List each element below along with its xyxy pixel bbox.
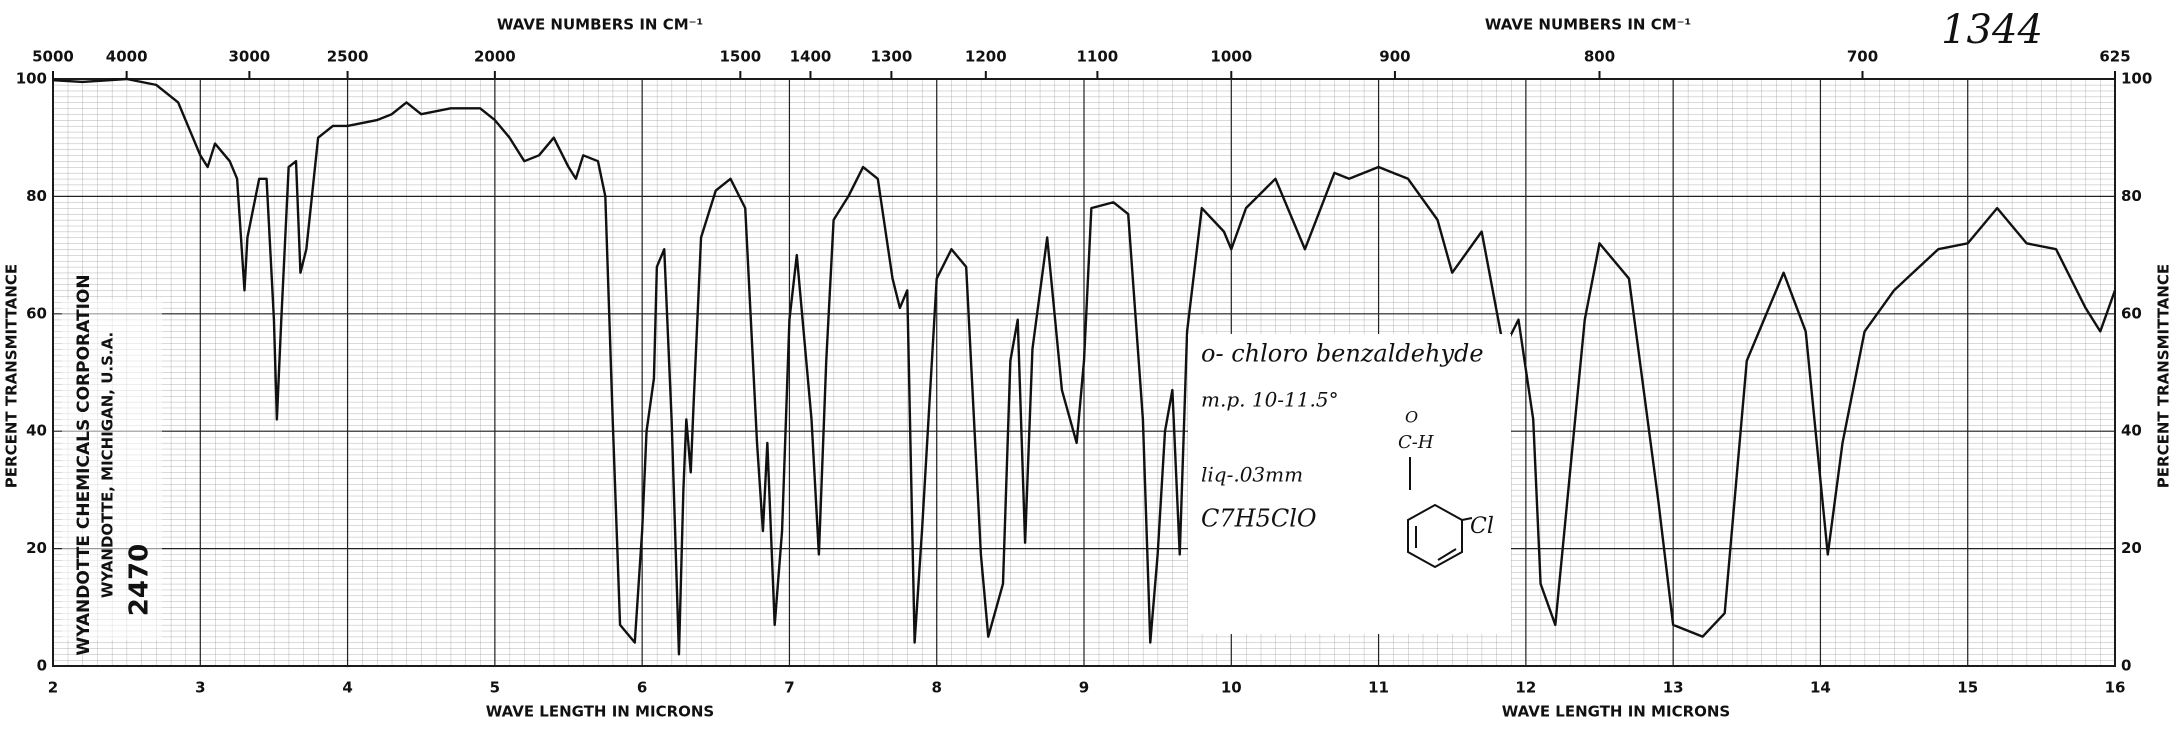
x-tick-label: 16 xyxy=(2105,679,2126,697)
x-tick-label: 3 xyxy=(195,679,205,697)
y2-tick-label: 100 xyxy=(2121,70,2152,88)
spectrum-line xyxy=(52,77,2117,656)
x2-tick-label: 1400 xyxy=(790,48,832,66)
benzene-ring xyxy=(1407,457,1473,569)
company-name: WYANDOTTE CHEMICALS CORPORATION xyxy=(74,274,94,655)
y2-tick-label: 20 xyxy=(2121,539,2142,557)
x2-tick-label: 700 xyxy=(1847,48,1878,66)
x-axis-title: WAVE LENGTH IN MICRONS xyxy=(1502,703,1731,721)
x2-axis-title: WAVE NUMBERS IN CM⁻¹ xyxy=(497,16,703,34)
x-tick-label: 13 xyxy=(1663,679,1684,697)
x2-tick-label: 2000 xyxy=(474,48,516,66)
y2-tick-label: 80 xyxy=(2121,187,2142,205)
note-background xyxy=(1188,334,1511,634)
y-tick-label: 40 xyxy=(26,422,47,440)
x-tick-label: 15 xyxy=(1957,679,1978,697)
x2-tick-label: 800 xyxy=(1584,48,1615,66)
x2-tick-label: 1200 xyxy=(965,48,1007,66)
x2-tick-label: 1000 xyxy=(1210,48,1252,66)
x2-tick-label: 1100 xyxy=(1077,48,1119,66)
stamp-background xyxy=(62,300,162,640)
y-tick-label: 60 xyxy=(26,304,47,322)
structure-chlorine: Cl xyxy=(1470,514,1494,539)
x2-tick-label: 1500 xyxy=(719,48,761,66)
x-tick-label: 2 xyxy=(48,679,58,697)
x-axis-title: WAVE LENGTH IN MICRONS xyxy=(486,703,715,721)
x2-tick-label: 900 xyxy=(1379,48,1410,66)
y-axis-title: PERCENT TRANSMITTANCE xyxy=(3,264,21,488)
company-address: WYANDOTTE, MICHIGAN, U.S.A. xyxy=(99,332,117,598)
y2-tick-label: 60 xyxy=(2121,304,2142,322)
x-tick-label: 10 xyxy=(1221,679,1242,697)
x2-tick-label: 5000 xyxy=(32,48,74,66)
x-tick-label: 9 xyxy=(1079,679,1089,697)
x-tick-label: 4 xyxy=(342,679,352,697)
x-tick-label: 5 xyxy=(490,679,500,697)
y2-tick-label: 0 xyxy=(2121,657,2131,675)
x-tick-label: 6 xyxy=(637,679,647,697)
x-tick-label: 12 xyxy=(1515,679,1536,697)
y-tick-label: 0 xyxy=(37,657,47,675)
y2-axis-title: PERCENT TRANSMITTANCE xyxy=(2155,264,2173,488)
x2-tick-label: 3000 xyxy=(229,48,271,66)
x-tick-label: 8 xyxy=(931,679,941,697)
chart-number: 1344 xyxy=(1941,7,2043,53)
cell-thickness: liq-.03mm xyxy=(1201,463,1303,487)
x-tick-label: 7 xyxy=(784,679,794,697)
x2-tick-label: 2500 xyxy=(327,48,369,66)
x-tick-label: 11 xyxy=(1368,679,1389,697)
y-tick-label: 80 xyxy=(26,187,47,205)
x2-tick-label: 4000 xyxy=(106,48,148,66)
x2-tick-label: 625 xyxy=(2099,48,2130,66)
sample-name: o- chloro benzaldehyde xyxy=(1201,340,1484,368)
x-tick-label: 14 xyxy=(1810,679,1831,697)
x2-tick-label: 1300 xyxy=(871,48,913,66)
x2-axis-title: WAVE NUMBERS IN CM⁻¹ xyxy=(1485,16,1691,34)
y-tick-label: 20 xyxy=(26,539,47,557)
company-stamp: WYANDOTTE CHEMICALS CORPORATION WYANDOTT… xyxy=(62,274,162,656)
y-tick-label: 100 xyxy=(16,70,47,88)
spectrum-number: 2470 xyxy=(125,544,155,616)
sample-note: o- chloro benzaldehyde m.p. 10-11.5° liq… xyxy=(1188,334,1511,634)
structure-aldehyde: C-H xyxy=(1398,432,1434,453)
melting-point: m.p. 10-11.5° xyxy=(1201,388,1339,412)
formula: C7H5ClO xyxy=(1201,505,1317,533)
y2-tick-label: 40 xyxy=(2121,422,2142,440)
structure-oxygen: O xyxy=(1405,408,1418,427)
